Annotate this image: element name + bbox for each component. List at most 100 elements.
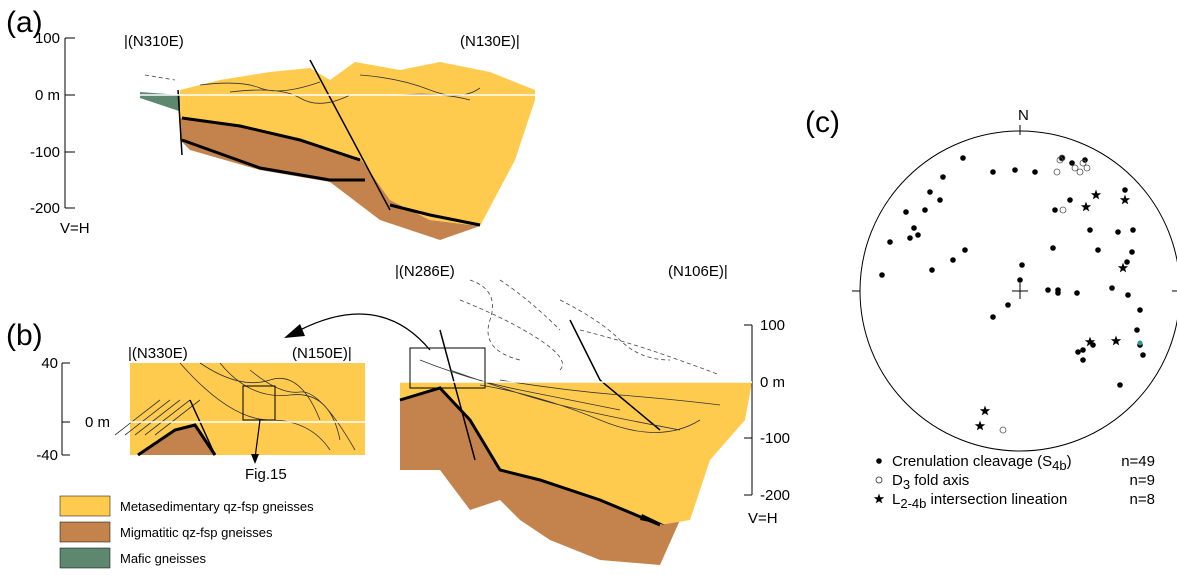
subscript: 4b bbox=[1052, 458, 1066, 473]
lineation bbox=[980, 406, 990, 416]
direction: (N150E)| bbox=[292, 345, 352, 362]
scale-label: 100 bbox=[760, 317, 785, 334]
scale-label: 0 m bbox=[35, 87, 60, 104]
fold-axis bbox=[1077, 169, 1083, 175]
scale-note: V=H bbox=[60, 220, 90, 237]
pole bbox=[915, 232, 921, 238]
pole bbox=[1138, 341, 1143, 346]
direction: |(N310E) bbox=[124, 33, 184, 50]
legend-part: Crenulation cleavage (S bbox=[892, 453, 1052, 470]
pole bbox=[990, 169, 996, 175]
stereonet-legend: Crenulation cleavage (S4b) n=49 D3 fold ax… bbox=[874, 453, 1155, 511]
legend-swatch bbox=[60, 496, 110, 516]
legend-symbol bbox=[874, 494, 884, 504]
scale-note: V=H bbox=[748, 510, 778, 527]
legend-text: D3 fold axis bbox=[892, 472, 969, 492]
scale-label: -100 bbox=[30, 144, 60, 161]
inset-section bbox=[115, 363, 365, 464]
pole bbox=[1017, 277, 1023, 283]
pole bbox=[1012, 167, 1018, 173]
fold-axis bbox=[1084, 165, 1090, 171]
scale-label: -40 bbox=[36, 447, 58, 464]
legend-part: fold axis bbox=[910, 472, 969, 489]
legend-text: Crenulation cleavage (S4b) bbox=[892, 453, 1072, 473]
figure: (a) 100 0 m -100 -200 V=H |(N310E) (N130… bbox=[0, 0, 1177, 570]
legend-count: n=8 bbox=[1130, 491, 1155, 508]
lineation bbox=[1111, 336, 1121, 346]
pole bbox=[1080, 347, 1086, 353]
pole bbox=[1137, 307, 1143, 313]
legend-part: intersection lineation bbox=[926, 491, 1067, 508]
stereonet-ticks bbox=[852, 125, 1177, 299]
pole bbox=[1067, 197, 1073, 203]
pole bbox=[1095, 247, 1101, 253]
pole bbox=[929, 267, 935, 273]
pole bbox=[940, 174, 946, 180]
legend-text: Mafic gneisses bbox=[120, 551, 206, 566]
pole bbox=[1005, 302, 1011, 308]
callout: Fig.15 bbox=[245, 466, 287, 483]
pole bbox=[911, 225, 917, 231]
legend-part: D bbox=[892, 472, 903, 489]
pole bbox=[927, 189, 933, 195]
pole bbox=[1109, 285, 1115, 291]
scale-label: 100 bbox=[35, 30, 60, 47]
pole bbox=[1074, 290, 1080, 296]
pole bbox=[1045, 287, 1051, 293]
scale-label: -200 bbox=[30, 200, 60, 217]
legend-text: Migmatitic qz-fsp gneisses bbox=[120, 525, 273, 540]
pole bbox=[922, 207, 928, 213]
stereonet-points bbox=[879, 155, 1146, 433]
direction: (N130E)| bbox=[460, 33, 520, 50]
scale-label: -100 bbox=[760, 430, 790, 447]
legend-swatch bbox=[60, 522, 110, 542]
legend-part: ) bbox=[1067, 453, 1072, 470]
pole bbox=[907, 235, 913, 241]
pole bbox=[1050, 245, 1056, 251]
legend-swatch bbox=[60, 548, 110, 568]
pole bbox=[1129, 249, 1135, 255]
pole bbox=[937, 197, 943, 203]
pole bbox=[1115, 229, 1121, 235]
direction: (N106E)| bbox=[668, 263, 728, 280]
pole bbox=[1140, 352, 1146, 358]
pole bbox=[1125, 292, 1131, 298]
panel-label: (c) bbox=[805, 106, 840, 139]
fold-axis bbox=[1060, 207, 1066, 213]
pole bbox=[879, 272, 885, 278]
scale-label: 40 bbox=[41, 355, 58, 372]
lineation bbox=[1091, 190, 1101, 200]
lineation bbox=[1120, 195, 1130, 205]
scale-label: 0 m bbox=[85, 414, 110, 431]
legend-count: n=9 bbox=[1130, 472, 1155, 489]
pole bbox=[1075, 349, 1081, 355]
lineation bbox=[1081, 202, 1091, 212]
pole bbox=[1117, 382, 1123, 388]
scale-label: 0 m bbox=[760, 374, 785, 391]
legend-text: L2-4b intersection lineation bbox=[892, 491, 1067, 511]
fold-axis bbox=[1054, 169, 1060, 175]
pole bbox=[887, 239, 893, 245]
pole bbox=[962, 247, 968, 253]
pole bbox=[1019, 262, 1025, 268]
pole bbox=[1055, 290, 1061, 296]
pole bbox=[1134, 327, 1140, 333]
fold-axis bbox=[1072, 165, 1078, 171]
subscript: 2-4b bbox=[900, 496, 926, 511]
pole bbox=[1080, 357, 1086, 363]
pole bbox=[1087, 227, 1093, 233]
subscript: 3 bbox=[903, 477, 910, 492]
lineation bbox=[975, 421, 985, 431]
pole bbox=[1124, 259, 1130, 265]
pole bbox=[1122, 187, 1128, 193]
pole bbox=[960, 155, 966, 161]
pole bbox=[903, 209, 909, 215]
legend-count: n=49 bbox=[1121, 453, 1155, 470]
scale-bar bbox=[62, 363, 70, 455]
panel-label: (b) bbox=[6, 319, 43, 352]
legend-symbol bbox=[876, 458, 882, 464]
scale-label: -200 bbox=[760, 487, 790, 504]
direction: |(N286E) bbox=[395, 263, 455, 280]
cross-section-a bbox=[140, 60, 535, 240]
fold-axis bbox=[1000, 427, 1006, 433]
